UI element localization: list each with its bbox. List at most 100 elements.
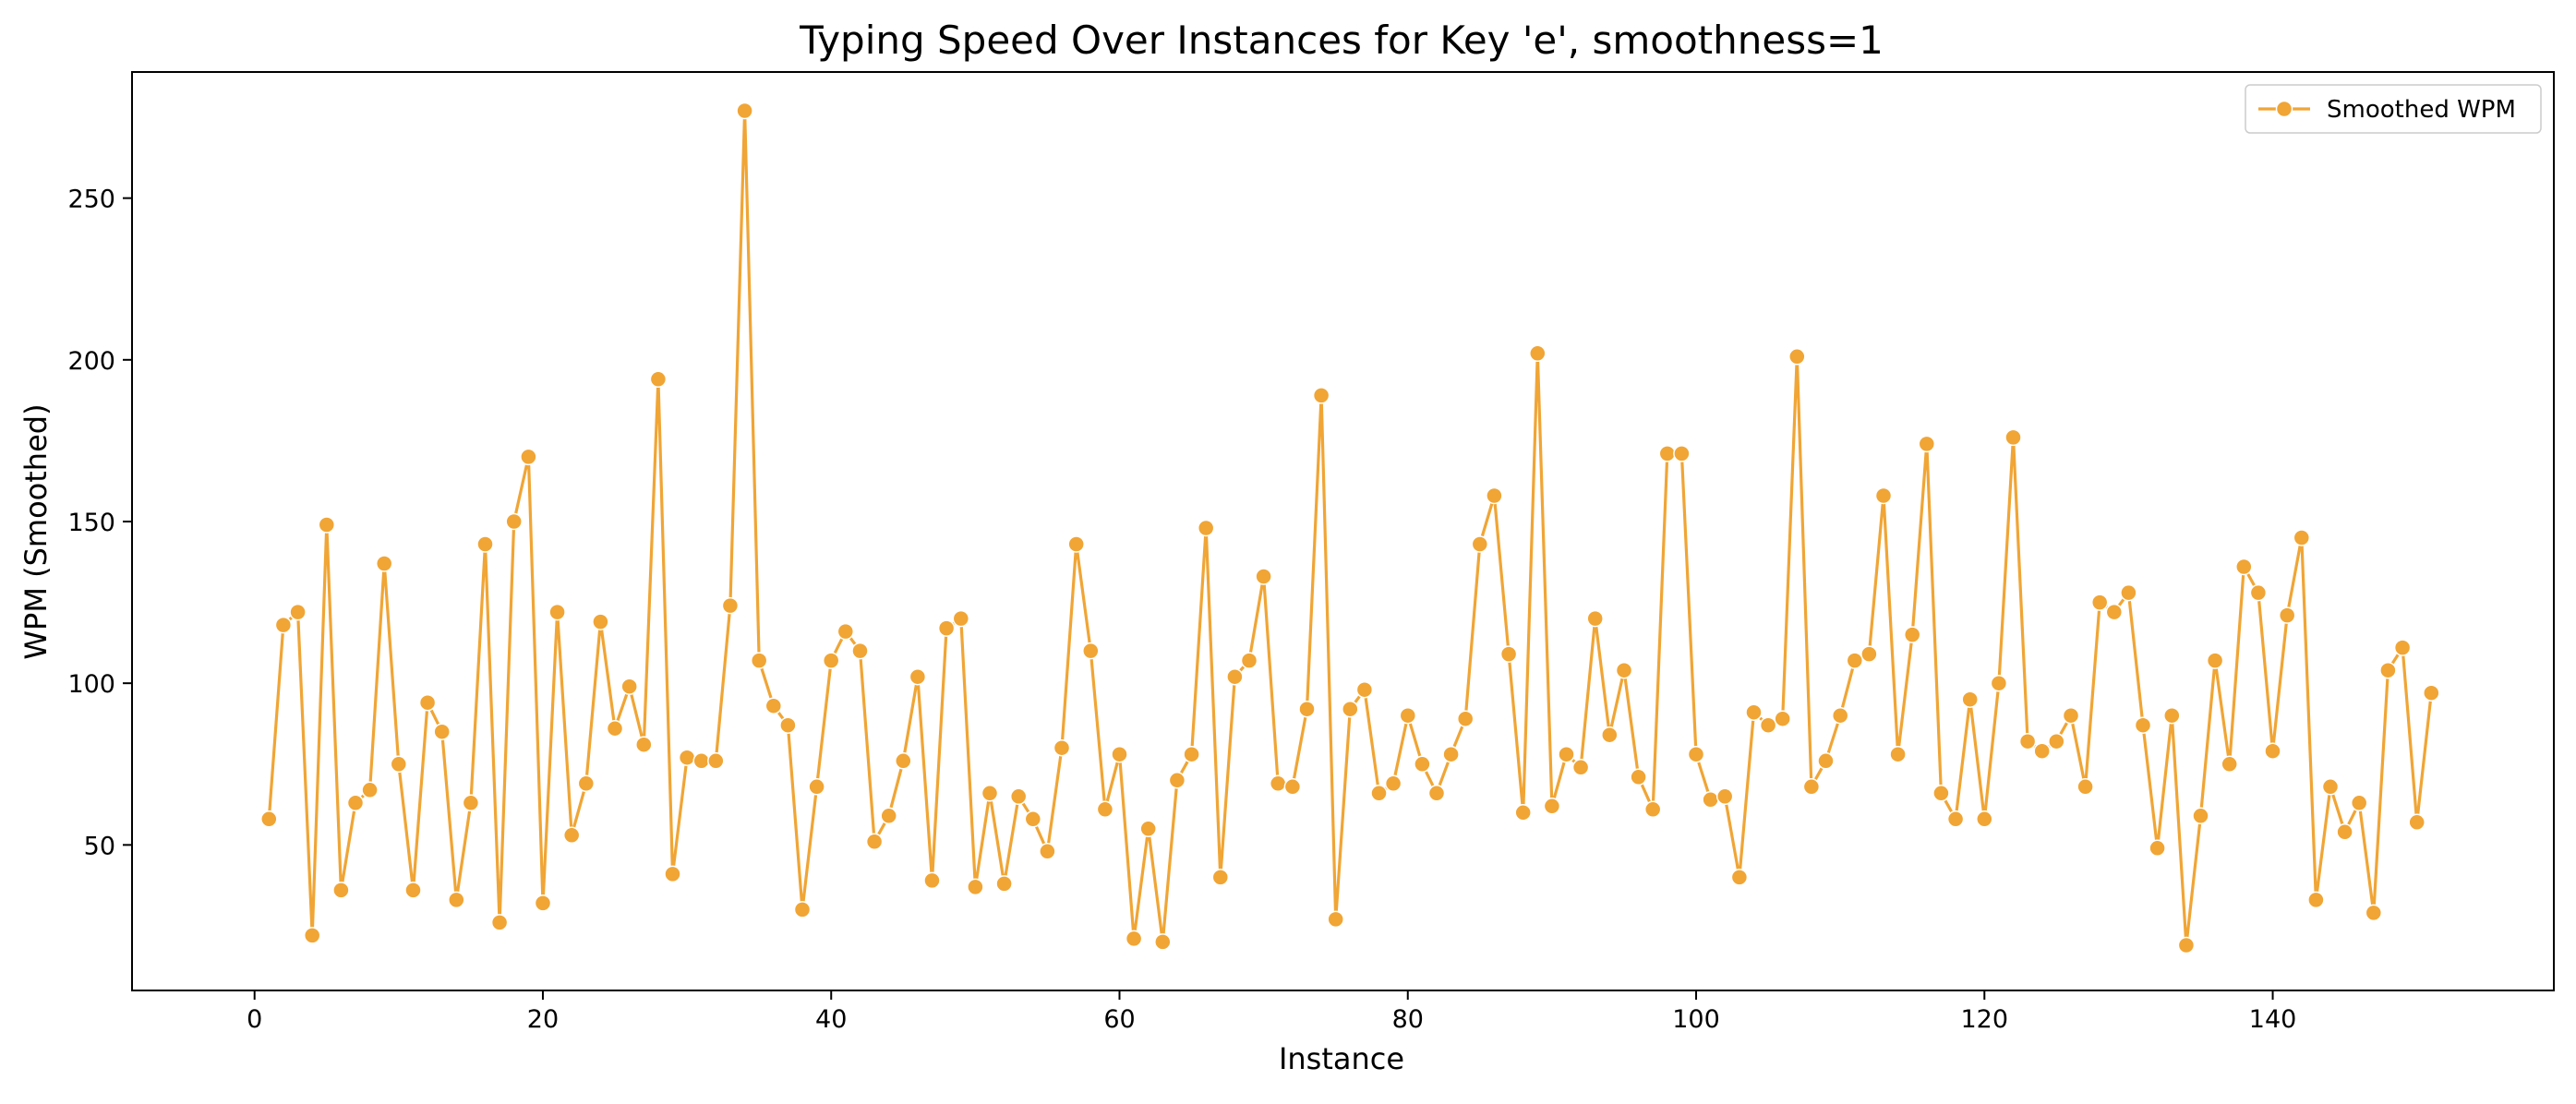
legend-label: Smoothed WPM — [2327, 96, 2516, 124]
data-point — [332, 882, 350, 899]
data-point — [1571, 759, 1590, 776]
data-point — [2206, 652, 2224, 669]
data-point — [1759, 716, 1777, 734]
data-point — [822, 652, 840, 669]
data-point — [1774, 710, 1791, 727]
data-point — [433, 723, 451, 740]
data-point — [1715, 787, 1734, 806]
data-point — [346, 794, 365, 812]
data-point — [880, 807, 897, 825]
data-point — [1932, 785, 1950, 802]
data-point — [1874, 486, 1893, 505]
data-point — [1529, 344, 1547, 363]
data-point — [2393, 639, 2412, 656]
data-point — [2120, 583, 2137, 602]
data-point — [490, 914, 509, 931]
data-point — [1342, 700, 1359, 718]
data-point — [1399, 706, 1417, 725]
data-point — [1903, 626, 1921, 643]
data-point — [2018, 732, 2037, 750]
data-point — [448, 891, 465, 909]
data-point — [1168, 772, 1186, 789]
data-point — [1039, 843, 1056, 860]
plot-area: 0 20 40 60 80 100 120 140 50 100 150 200 250 Smoothed… — [67, 71, 2555, 1034]
data-point — [1125, 930, 1143, 948]
data-point — [1269, 774, 1287, 793]
data-point — [1630, 768, 1647, 786]
data-point — [1283, 778, 1302, 796]
data-point — [606, 719, 624, 738]
data-point — [1255, 568, 1272, 585]
data-point — [1802, 778, 1821, 796]
data-point — [649, 370, 668, 389]
data-point — [2149, 839, 2166, 858]
data-point — [2033, 742, 2051, 760]
data-point — [1817, 752, 1835, 770]
data-point — [1788, 348, 1806, 366]
data-point — [721, 596, 740, 615]
data-point — [1197, 519, 1215, 537]
data-point — [1946, 810, 1965, 828]
data-point — [1096, 800, 1114, 819]
data-point — [303, 927, 321, 944]
data-point — [418, 693, 437, 712]
data-point — [2105, 603, 2124, 621]
y-tick-label: 100 — [67, 670, 115, 699]
data-point — [1240, 652, 1258, 669]
data-point — [692, 752, 710, 770]
data-point — [2408, 813, 2426, 832]
data-point — [1499, 645, 1518, 663]
data-point — [592, 613, 609, 630]
data-point — [1327, 910, 1344, 929]
data-point — [2048, 732, 2065, 750]
data-point — [375, 555, 393, 572]
data-point — [2423, 684, 2440, 702]
y-tick-label: 150 — [67, 509, 115, 537]
data-point — [952, 609, 970, 628]
data-point — [1183, 745, 1200, 763]
data-point — [793, 901, 812, 918]
axes-frame — [131, 71, 2555, 991]
data-point — [2221, 755, 2238, 774]
data-point — [2076, 778, 2094, 796]
data-point — [2278, 606, 2296, 624]
data-point — [1384, 774, 1402, 793]
data-point — [1601, 726, 1619, 744]
x-tick-label: 100 — [1672, 1005, 1720, 1034]
data-point — [1976, 810, 1993, 828]
data-point — [764, 697, 783, 714]
data-point — [2307, 891, 2325, 909]
data-point — [1370, 785, 1388, 802]
data-point — [260, 810, 278, 828]
data-point — [1543, 798, 1561, 815]
data-point — [1154, 933, 1172, 951]
data-point — [1702, 791, 1719, 809]
data-point — [505, 512, 523, 531]
data-point — [2321, 778, 2340, 796]
chart-title: Typing Speed Over Instances for Key 'e',… — [799, 18, 1884, 63]
data-point — [995, 875, 1013, 893]
data-point — [2163, 706, 2181, 725]
data-point — [1471, 535, 1489, 553]
data-point — [1558, 745, 1575, 763]
data-point — [2293, 529, 2311, 546]
data-point — [1961, 690, 1979, 708]
data-point — [1456, 710, 1475, 727]
legend-box — [2245, 84, 2542, 134]
data-point — [2177, 936, 2196, 954]
data-point — [1312, 387, 1330, 404]
data-point — [851, 642, 869, 660]
data-point — [678, 749, 696, 766]
data-point — [837, 622, 855, 641]
data-point — [895, 752, 912, 770]
x-tick-label: 20 — [527, 1005, 559, 1034]
data-point — [404, 882, 422, 899]
data-point — [274, 616, 293, 634]
y-tick-label: 50 — [84, 832, 115, 860]
data-point — [476, 535, 494, 553]
x-axis-label: Instance — [1279, 1041, 1404, 1076]
data-point — [1486, 486, 1503, 505]
data-point — [1226, 667, 1244, 686]
data-point — [2062, 706, 2080, 725]
